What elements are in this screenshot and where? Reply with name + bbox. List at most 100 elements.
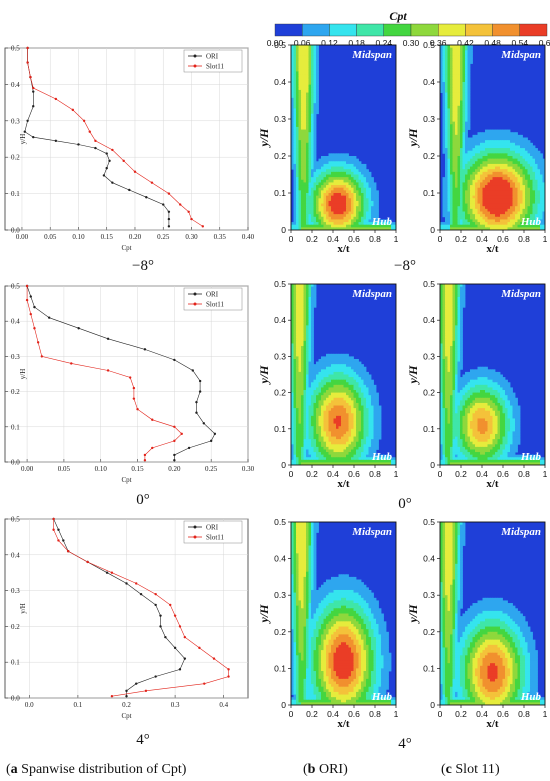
contour-cell: [537, 203, 541, 207]
contour-cell: [298, 150, 302, 154]
contour-cell: [303, 89, 307, 93]
contour-cell: [376, 439, 379, 443]
contour-cell: [293, 63, 297, 67]
contour-cell: [440, 79, 443, 83]
contour-cell: [343, 198, 347, 202]
contour-cell: [495, 169, 498, 173]
contour-cell: [346, 390, 349, 393]
contour-cell: [311, 137, 314, 141]
contour-cell: [467, 60, 471, 64]
contour-cell: [497, 206, 501, 210]
contour-cell: [311, 294, 314, 298]
contour-cell: [311, 214, 314, 218]
contour-cell: [306, 66, 309, 70]
contour-cell: [301, 95, 304, 99]
contour-cell: [470, 219, 473, 223]
contour-cell: [313, 140, 317, 144]
contour-cell: [291, 296, 294, 300]
contour-cell: [537, 193, 541, 197]
contour-cell: [338, 216, 342, 220]
contour-cell: [485, 187, 488, 191]
data-point-ORI: [57, 528, 60, 531]
contour-cell: [361, 426, 364, 430]
contour-cell: [303, 84, 307, 88]
contour-cell: [467, 82, 471, 86]
contour-cell: [497, 214, 501, 218]
contour-cell: [308, 312, 312, 316]
contour-cell: [326, 356, 329, 360]
contour-cell: [353, 392, 357, 396]
contour-cell: [293, 374, 297, 378]
contour-cell: [306, 309, 309, 313]
contour-cell: [291, 52, 294, 56]
contour-cell: [353, 206, 357, 210]
contour-cell: [303, 177, 307, 181]
contour-cell: [363, 211, 367, 215]
contour-cell: [507, 190, 511, 194]
data-point-Slot11: [187, 210, 190, 213]
contour-cell: [353, 369, 357, 373]
contour-cell: [532, 156, 536, 160]
contour-cell: [293, 343, 297, 347]
contour-cell: [467, 198, 471, 202]
contour-cell: [296, 364, 299, 368]
contour-cell: [457, 97, 461, 101]
contour-cell: [363, 400, 367, 404]
contour-cell: [363, 182, 367, 186]
contour-cell: [313, 296, 317, 300]
contour-cell: [303, 156, 307, 160]
contour-cell: [497, 145, 501, 149]
contour-cell: [470, 60, 473, 64]
contour-cell: [512, 195, 516, 199]
contour-cell: [470, 216, 473, 220]
contour-cell: [301, 145, 304, 149]
contour-cell: [520, 148, 523, 152]
contour-cell: [298, 47, 302, 51]
contour-cell: [331, 366, 334, 370]
contour-cell: [525, 198, 528, 202]
contour-cell: [440, 76, 443, 80]
contour-cell: [492, 211, 496, 215]
contour-cell: [452, 129, 456, 133]
contour-cell: [490, 156, 493, 160]
contour-cell: [311, 121, 314, 125]
contour-cell: [450, 129, 453, 133]
colorbar-tick-label: 0.12: [321, 38, 338, 48]
contour-cell: [318, 366, 322, 370]
contour-cell: [298, 289, 302, 293]
contour-cell: [447, 171, 451, 175]
contour-cell: [527, 148, 531, 152]
contour-cell: [331, 219, 334, 223]
x-tick-label: 0.8: [369, 234, 381, 244]
contour-cell: [363, 366, 367, 370]
data-point-Slot11: [94, 139, 97, 143]
contour-cell: [301, 200, 304, 204]
contour-cell: [306, 418, 309, 422]
colorbar-tick-label: 0.00: [267, 38, 284, 48]
contour-cell: [361, 433, 364, 437]
contour-cell: [296, 351, 299, 355]
contour-cell: [465, 185, 468, 189]
contour-frame: [290, 44, 397, 231]
contour-cell: [341, 408, 344, 412]
contour-cell: [505, 214, 508, 218]
contour-cell: [447, 124, 451, 128]
contour-cell: [326, 227, 329, 230]
contour-cell: [291, 227, 294, 230]
contour-cell: [326, 421, 329, 425]
contour-cell: [296, 382, 299, 386]
contour-cell: [321, 382, 324, 386]
contour-cell: [293, 108, 297, 112]
contour-cell: [465, 182, 468, 186]
contour-cell: [343, 397, 347, 401]
contour-cell: [510, 145, 513, 149]
contour-cell: [520, 161, 523, 165]
contour-cell: [497, 203, 501, 207]
contour-cell: [373, 198, 377, 202]
contour-cell: [358, 161, 362, 165]
contour-cell: [467, 113, 471, 117]
data-point-ORI: [105, 152, 108, 155]
contour-cell: [527, 208, 531, 212]
contour-cell: [445, 137, 448, 141]
contour-cell: [517, 219, 521, 223]
